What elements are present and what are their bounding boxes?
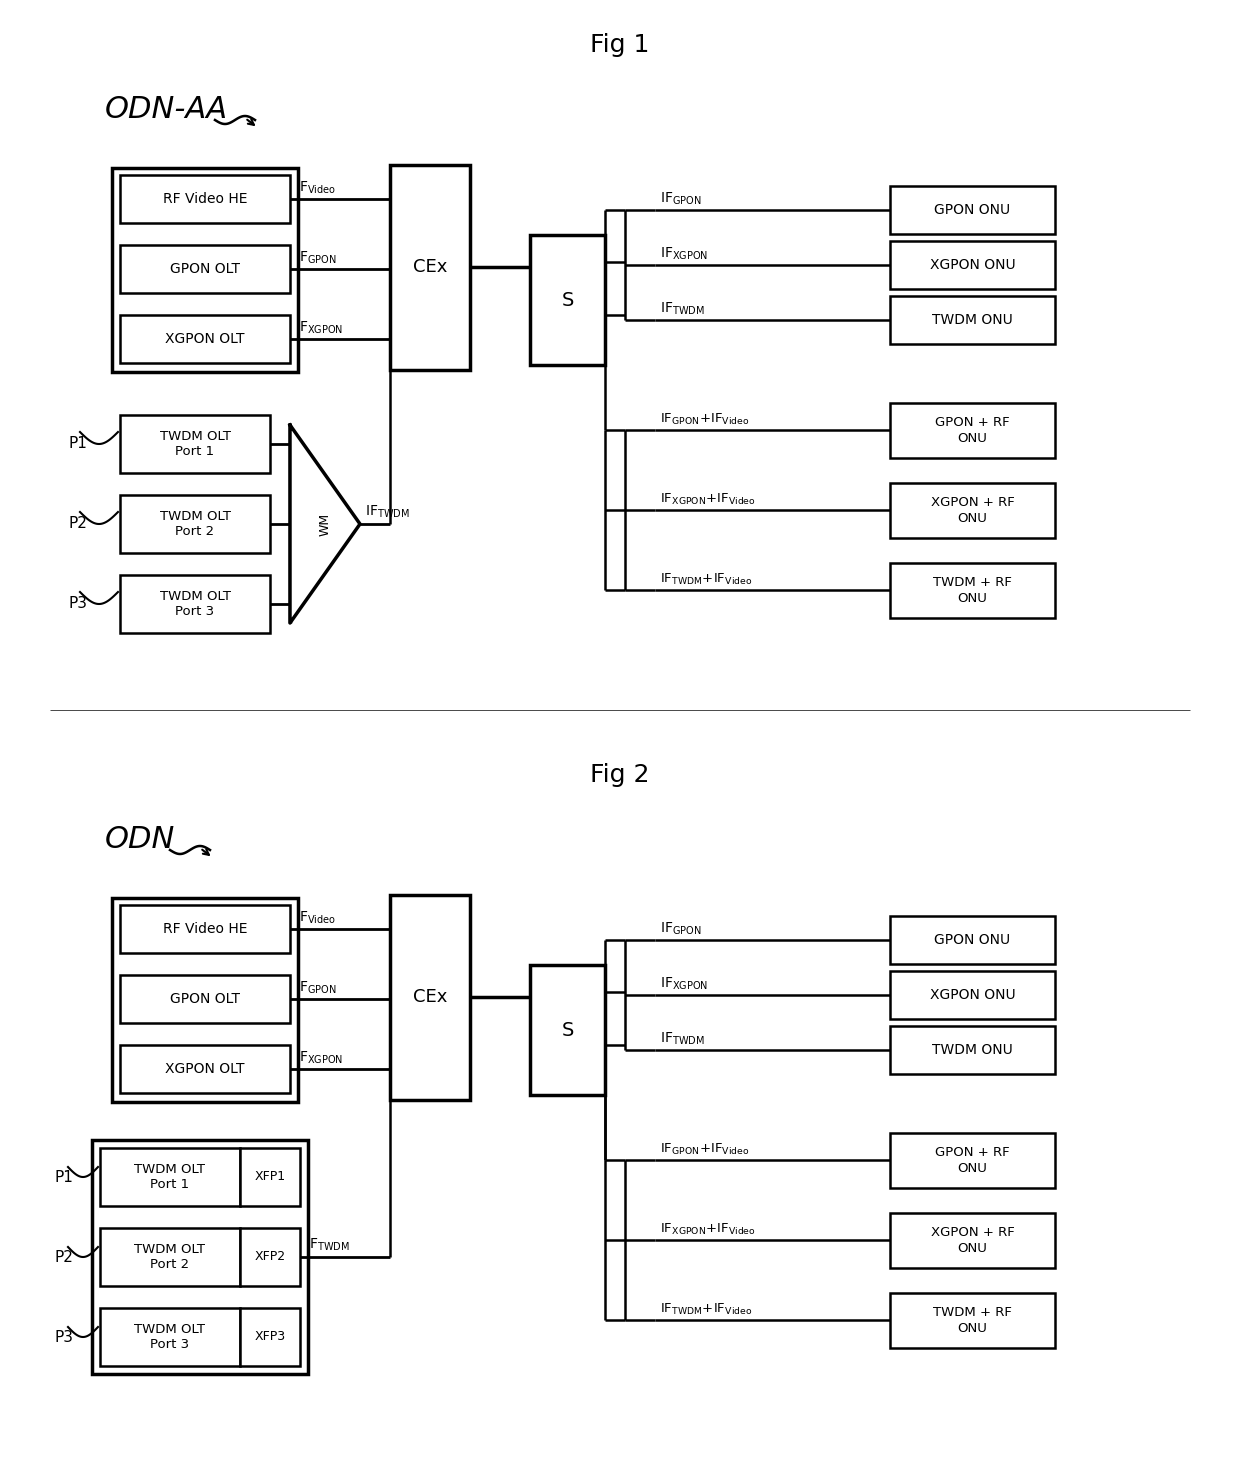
Text: $\mathrm{IF}_{\mathrm{TWDM}}$: $\mathrm{IF}_{\mathrm{TWDM}}$ bbox=[660, 301, 704, 317]
Bar bbox=[92, 1140, 308, 1374]
Text: $\mathrm{IF}_{\mathrm{XGPON}}$+$\mathrm{IF}_{\mathrm{Video}}$: $\mathrm{IF}_{\mathrm{XGPON}}$+$\mathrm{… bbox=[660, 1222, 755, 1237]
Text: TWDM ONU: TWDM ONU bbox=[932, 1042, 1013, 1057]
Text: S: S bbox=[562, 1021, 574, 1040]
Text: $\mathrm{IF}_{\mathrm{GPON}}$+$\mathrm{IF}_{\mathrm{Video}}$: $\mathrm{IF}_{\mathrm{GPON}}$+$\mathrm{I… bbox=[660, 1142, 749, 1156]
Text: TWDM ONU: TWDM ONU bbox=[932, 312, 1013, 327]
Text: $\mathrm{IF}_{\mathrm{XGPON}}$: $\mathrm{IF}_{\mathrm{XGPON}}$ bbox=[295, 1050, 343, 1066]
Text: TWDM + RF
ONU: TWDM + RF ONU bbox=[932, 577, 1012, 604]
Text: P2: P2 bbox=[55, 1250, 74, 1264]
Text: XGPON ONU: XGPON ONU bbox=[930, 988, 1016, 1002]
Text: ODN-AA: ODN-AA bbox=[105, 95, 228, 124]
Bar bbox=[890, 403, 1055, 458]
Bar bbox=[890, 1213, 1055, 1267]
Text: $\mathrm{IF}_{\mathrm{Video}}$: $\mathrm{IF}_{\mathrm{Video}}$ bbox=[295, 910, 336, 926]
Bar bbox=[529, 235, 605, 365]
Bar bbox=[890, 971, 1055, 1019]
Text: ODN: ODN bbox=[105, 825, 175, 854]
Bar bbox=[890, 483, 1055, 537]
Bar bbox=[112, 168, 298, 372]
Text: $\mathrm{IF}_{\mathrm{GPON}}$: $\mathrm{IF}_{\mathrm{GPON}}$ bbox=[295, 980, 336, 996]
Bar bbox=[120, 245, 290, 293]
Text: $\mathrm{IF}_{\mathrm{TWDM}}$: $\mathrm{IF}_{\mathrm{TWDM}}$ bbox=[365, 504, 409, 520]
Text: WM: WM bbox=[319, 512, 331, 536]
Text: GPON ONU: GPON ONU bbox=[935, 933, 1011, 948]
Bar bbox=[890, 1026, 1055, 1075]
Polygon shape bbox=[290, 425, 360, 623]
Text: XFP3: XFP3 bbox=[254, 1330, 285, 1343]
Text: GPON ONU: GPON ONU bbox=[935, 203, 1011, 218]
Text: XGPON OLT: XGPON OLT bbox=[165, 1061, 244, 1076]
Text: $\mathrm{IF}_{\mathrm{TWDM}}$+$\mathrm{IF}_{\mathrm{Video}}$: $\mathrm{IF}_{\mathrm{TWDM}}$+$\mathrm{I… bbox=[660, 1302, 753, 1317]
Text: $\mathrm{IF}_{\mathrm{GPON}}$: $\mathrm{IF}_{\mathrm{GPON}}$ bbox=[295, 250, 336, 266]
Text: GPON + RF
ONU: GPON + RF ONU bbox=[935, 1146, 1009, 1174]
Text: Fig 1: Fig 1 bbox=[590, 34, 650, 57]
Text: TWDM OLT
Port 1: TWDM OLT Port 1 bbox=[134, 1164, 206, 1191]
Text: $\mathrm{IF}_{\mathrm{GPON}}$+$\mathrm{IF}_{\mathrm{Video}}$: $\mathrm{IF}_{\mathrm{GPON}}$+$\mathrm{I… bbox=[660, 412, 749, 426]
Bar bbox=[241, 1148, 300, 1206]
Bar bbox=[112, 898, 298, 1102]
Bar bbox=[120, 175, 290, 223]
Bar bbox=[120, 905, 290, 953]
Text: $\mathrm{IF}_{\mathrm{TWDM}}$: $\mathrm{IF}_{\mathrm{TWDM}}$ bbox=[305, 1237, 350, 1253]
Text: Fig 2: Fig 2 bbox=[590, 764, 650, 787]
Bar bbox=[529, 965, 605, 1095]
Text: $\mathrm{IF}_{\mathrm{XGPON}}$: $\mathrm{IF}_{\mathrm{XGPON}}$ bbox=[660, 245, 708, 261]
Text: P3: P3 bbox=[68, 597, 87, 612]
Bar bbox=[890, 564, 1055, 618]
Text: $\mathrm{IF}_{\mathrm{XGPON}}$: $\mathrm{IF}_{\mathrm{XGPON}}$ bbox=[660, 975, 708, 991]
Text: P2: P2 bbox=[68, 517, 87, 531]
Bar bbox=[890, 296, 1055, 345]
Text: S: S bbox=[562, 291, 574, 310]
Text: P3: P3 bbox=[55, 1330, 74, 1345]
Text: XFP2: XFP2 bbox=[254, 1251, 285, 1263]
Bar bbox=[391, 165, 470, 369]
Bar bbox=[391, 895, 470, 1099]
Bar bbox=[120, 415, 270, 473]
Text: XFP1: XFP1 bbox=[254, 1171, 285, 1184]
Text: $\mathrm{IF}_{\mathrm{GPON}}$: $\mathrm{IF}_{\mathrm{GPON}}$ bbox=[660, 921, 702, 937]
Text: GPON OLT: GPON OLT bbox=[170, 261, 241, 276]
Text: TWDM OLT
Port 3: TWDM OLT Port 3 bbox=[134, 1323, 206, 1350]
Bar bbox=[100, 1308, 241, 1367]
Text: P1: P1 bbox=[55, 1169, 74, 1184]
Bar bbox=[890, 185, 1055, 234]
Text: CEx: CEx bbox=[413, 988, 448, 1006]
Text: $\mathrm{IF}_{\mathrm{XGPON}}$+$\mathrm{IF}_{\mathrm{Video}}$: $\mathrm{IF}_{\mathrm{XGPON}}$+$\mathrm{… bbox=[660, 492, 755, 507]
Bar bbox=[120, 975, 290, 1023]
Text: TWDM OLT
Port 2: TWDM OLT Port 2 bbox=[134, 1242, 206, 1272]
Text: $\mathrm{IF}_{\mathrm{XGPON}}$: $\mathrm{IF}_{\mathrm{XGPON}}$ bbox=[295, 320, 343, 336]
Text: CEx: CEx bbox=[413, 258, 448, 276]
Bar bbox=[890, 915, 1055, 964]
Bar bbox=[120, 575, 270, 634]
Text: XGPON ONU: XGPON ONU bbox=[930, 258, 1016, 272]
Text: $\mathrm{IF}_{\mathrm{TWDM}}$: $\mathrm{IF}_{\mathrm{TWDM}}$ bbox=[660, 1031, 704, 1047]
Bar bbox=[120, 1045, 290, 1094]
Text: RF Video HE: RF Video HE bbox=[162, 193, 247, 206]
Bar bbox=[120, 495, 270, 553]
Text: RF Video HE: RF Video HE bbox=[162, 923, 247, 936]
Text: $\mathrm{IF}_{\mathrm{Video}}$: $\mathrm{IF}_{\mathrm{Video}}$ bbox=[295, 180, 336, 196]
Text: GPON + RF
ONU: GPON + RF ONU bbox=[935, 416, 1009, 444]
Bar bbox=[890, 1294, 1055, 1348]
Bar bbox=[241, 1228, 300, 1286]
Text: GPON OLT: GPON OLT bbox=[170, 991, 241, 1006]
Bar bbox=[890, 1133, 1055, 1188]
Text: TWDM OLT
Port 1: TWDM OLT Port 1 bbox=[160, 431, 231, 458]
Text: $\mathrm{IF}_{\mathrm{GPON}}$: $\mathrm{IF}_{\mathrm{GPON}}$ bbox=[660, 191, 702, 207]
Text: TWDM OLT
Port 3: TWDM OLT Port 3 bbox=[160, 590, 231, 618]
Bar bbox=[100, 1148, 241, 1206]
Text: P1: P1 bbox=[68, 437, 87, 451]
Text: XGPON + RF
ONU: XGPON + RF ONU bbox=[931, 1226, 1014, 1254]
Text: TWDM OLT
Port 2: TWDM OLT Port 2 bbox=[160, 510, 231, 537]
Bar bbox=[120, 315, 290, 364]
Text: $\mathrm{IF}_{\mathrm{TWDM}}$+$\mathrm{IF}_{\mathrm{Video}}$: $\mathrm{IF}_{\mathrm{TWDM}}$+$\mathrm{I… bbox=[660, 572, 753, 587]
Bar bbox=[890, 241, 1055, 289]
Bar bbox=[100, 1228, 241, 1286]
Text: XGPON OLT: XGPON OLT bbox=[165, 331, 244, 346]
Text: TWDM + RF
ONU: TWDM + RF ONU bbox=[932, 1307, 1012, 1334]
Text: XGPON + RF
ONU: XGPON + RF ONU bbox=[931, 496, 1014, 524]
Bar bbox=[241, 1308, 300, 1367]
